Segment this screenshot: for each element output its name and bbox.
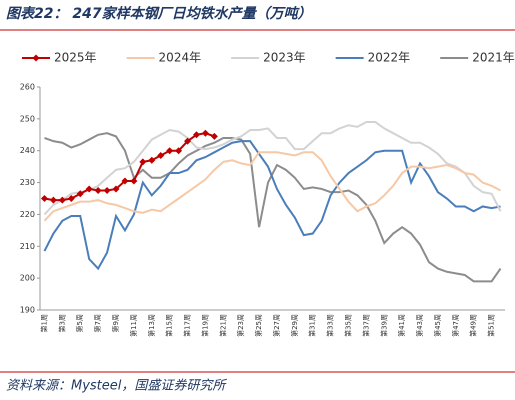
legend-label: 2023年 bbox=[263, 51, 306, 65]
x-tick-label: 第15周 bbox=[165, 314, 174, 337]
x-tick-label: 第33周 bbox=[326, 314, 335, 337]
x-tick-label: 第21周 bbox=[218, 314, 227, 337]
y-tick-label: 230 bbox=[20, 178, 35, 187]
x-tick-label: 第49周 bbox=[469, 314, 478, 337]
y-tick-label: 190 bbox=[20, 306, 35, 315]
series-line bbox=[43, 121, 502, 216]
point-marker bbox=[76, 190, 84, 198]
legend-label: 2024年 bbox=[159, 51, 202, 65]
point-marker bbox=[40, 195, 48, 202]
x-tick-label: 第25周 bbox=[254, 314, 263, 337]
point-marker bbox=[184, 137, 192, 145]
y-tick-label: 240 bbox=[20, 146, 35, 155]
x-tick-label: 第27周 bbox=[272, 314, 281, 337]
series-line bbox=[43, 151, 502, 222]
x-tick-label: 第37周 bbox=[361, 314, 370, 337]
point-marker bbox=[166, 147, 174, 155]
legend-marker bbox=[32, 54, 40, 62]
y-tick-label: 210 bbox=[20, 242, 35, 251]
x-tick-label: 第11周 bbox=[129, 314, 138, 337]
x-tick-label: 第29周 bbox=[290, 314, 299, 337]
point-marker bbox=[148, 156, 156, 164]
x-tick-label: 第1周 bbox=[39, 314, 48, 332]
point-marker bbox=[85, 185, 93, 193]
y-tick-label: 250 bbox=[20, 114, 35, 123]
point-marker bbox=[58, 196, 66, 204]
x-tick-label: 第23周 bbox=[236, 314, 245, 337]
x-tick-label: 第43周 bbox=[415, 314, 424, 337]
point-marker bbox=[201, 129, 209, 137]
series-line bbox=[43, 140, 501, 271]
point-marker bbox=[139, 158, 147, 166]
x-tick-label: 第9周 bbox=[111, 314, 120, 332]
x-tick-label: 第35周 bbox=[344, 314, 353, 337]
x-tick-label: 第17周 bbox=[183, 314, 192, 337]
point-marker bbox=[94, 187, 102, 195]
point-marker bbox=[121, 177, 129, 185]
x-tick-label: 第41周 bbox=[397, 314, 406, 337]
x-tick-label: 第5周 bbox=[75, 314, 84, 332]
x-tick-label: 第3周 bbox=[57, 314, 66, 332]
point-marker bbox=[175, 147, 183, 155]
point-marker bbox=[112, 185, 120, 193]
point-marker bbox=[67, 195, 75, 202]
x-tick-label: 第39周 bbox=[379, 314, 388, 337]
x-tick-label: 第47周 bbox=[451, 314, 460, 337]
x-tick-label: 第13周 bbox=[147, 314, 156, 337]
legend-label: 2025年 bbox=[54, 51, 97, 65]
source: 资料来源：Mysteel，国盛证券研究所 bbox=[6, 378, 227, 394]
x-tick-label: 第45周 bbox=[433, 314, 442, 337]
y-tick-label: 200 bbox=[20, 274, 35, 283]
legend-label: 2021年 bbox=[472, 51, 515, 65]
point-marker bbox=[103, 187, 111, 195]
x-tick-label: 第7周 bbox=[93, 314, 102, 332]
point-marker bbox=[157, 151, 165, 159]
point-marker bbox=[49, 196, 57, 204]
x-tick-label: 第19周 bbox=[200, 314, 209, 337]
series-line bbox=[44, 132, 502, 283]
point-marker bbox=[130, 177, 138, 185]
x-tick-label: 第31周 bbox=[308, 314, 317, 337]
y-tick-label: 220 bbox=[20, 210, 35, 219]
legend-label: 2022年 bbox=[368, 51, 411, 65]
point-marker bbox=[192, 131, 200, 139]
chart-title: 图表22： 247家样本钢厂日均铁水产量（万吨） bbox=[6, 5, 312, 22]
point-marker bbox=[210, 132, 218, 140]
x-tick-label: 第51周 bbox=[487, 314, 496, 337]
y-tick-label: 260 bbox=[20, 83, 35, 92]
